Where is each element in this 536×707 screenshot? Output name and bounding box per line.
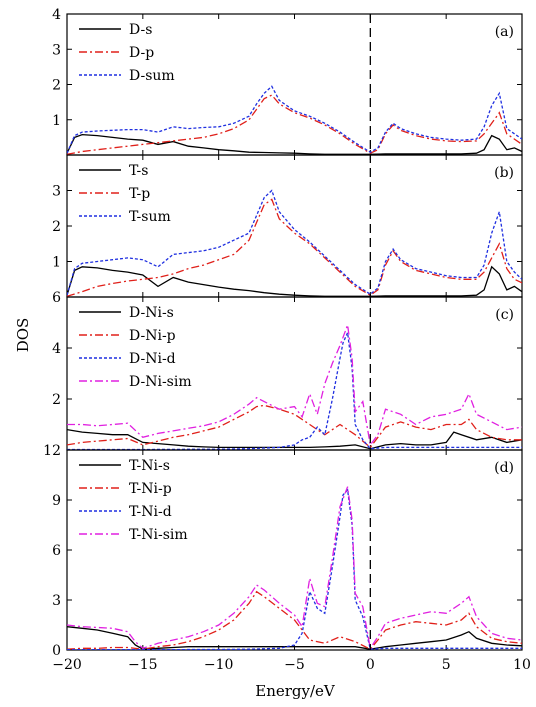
series-D-sum (67, 85, 522, 154)
series-T-p (67, 198, 522, 297)
y-tick-label: 6 (52, 543, 61, 559)
y-tick-label: 4 (52, 341, 61, 357)
series-T-Ni-sim (67, 486, 522, 650)
panels: 1234(a)D-sD-pD-sum123(b)T-sT-pT-sum246(c… (43, 7, 523, 659)
y-tick-label: 2 (52, 78, 61, 94)
y-tick-label: 6 (52, 290, 61, 306)
panel-label: (c) (495, 307, 514, 323)
x-tick-label: 0 (366, 657, 375, 673)
y-tick-label: 3 (52, 184, 61, 200)
legend-entry: D-Ni-s (129, 305, 174, 321)
panel-2: 2 4 6 (c) D-Ni-s D-Ni-p D-Ni-d D-Ni-sim (52, 290, 523, 451)
y-tick-label: 9 (52, 493, 61, 509)
x-tick-label: −20 (52, 657, 82, 673)
y-tick-label: 3 (52, 42, 61, 58)
y-axis-label: DOS (14, 318, 32, 353)
series-D-Ni-p (67, 404, 522, 449)
legend-entry: D-Ni-sim (129, 374, 192, 390)
legend-entry: D-Ni-d (129, 351, 176, 367)
legend-entry: T-Ni-p (129, 481, 172, 497)
y-tick-label: 3 (52, 593, 61, 609)
panel-0: 1 2 3 4 (a) D-s D-p D-sum (52, 7, 523, 156)
y-tick-label: 2 (52, 219, 61, 235)
series-D-Ni-d (67, 330, 522, 450)
x-tick-label: −10 (204, 657, 234, 673)
x-tick-label: −5 (284, 657, 305, 673)
y-tick-label: 1 (52, 255, 61, 271)
x-tick-label: 5 (442, 657, 451, 673)
legend-entry: T-Ni-sim (129, 527, 188, 543)
y-tick-label: 12 (43, 443, 61, 459)
series-T-sum (67, 189, 522, 296)
panel-1: 1 2 3 (b) T-s T-p T-sum (52, 154, 523, 298)
legend-entry: T-s (129, 163, 148, 179)
legend-entry: T-Ni-d (129, 504, 172, 520)
series-D-s (67, 133, 522, 155)
y-tick-label: 0 (52, 643, 61, 659)
legend-entry: D-p (129, 45, 154, 61)
y-tick-label: 1 (52, 113, 61, 129)
series-T-Ni-p (67, 590, 522, 650)
panel-label: (a) (495, 24, 514, 40)
series-T-Ni-s (67, 626, 522, 650)
panel-label: (d) (494, 460, 514, 476)
series-D-p (67, 94, 522, 155)
panel-3: 0 3 6 9 12 (d) T-Ni-s T-Ni-p T-Ni-d T-Ni-sim (43, 443, 523, 659)
legend-entry: T-sum (129, 209, 171, 225)
legend-entry: T-p (129, 186, 150, 202)
y-tick-label: 2 (52, 392, 61, 408)
legend-entry: T-Ni-s (129, 458, 170, 474)
series-T-s (67, 265, 522, 297)
legend-entry: D-sum (129, 68, 175, 84)
series-T-Ni-d (67, 488, 522, 650)
legend-entry: D-s (129, 22, 152, 38)
x-tick-label: 10 (513, 657, 531, 673)
x-tick-label: −15 (128, 657, 158, 673)
series-D-Ni-sim (67, 324, 522, 447)
x-axis-ticks: −20 −15 −10 −5 0 5 10 (52, 657, 531, 673)
legend-entry: D-Ni-p (129, 328, 176, 344)
y-tick-label: 4 (52, 7, 61, 23)
series-D-Ni-s (67, 428, 522, 450)
x-axis-label: Energy/eV (255, 682, 336, 700)
panel-label: (b) (494, 165, 514, 181)
